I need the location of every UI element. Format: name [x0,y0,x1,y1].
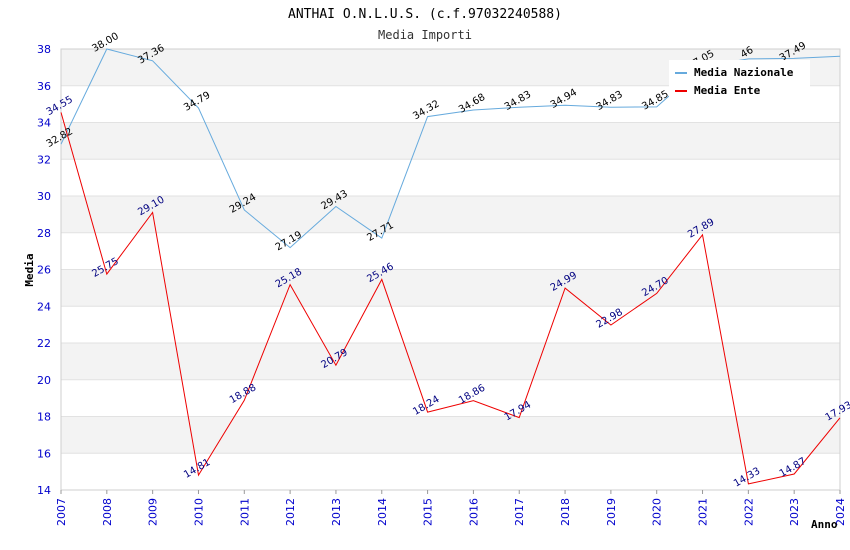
plot-area-border [60,48,841,491]
y-axis-label: Media [23,253,36,286]
x-tick-label: 2013 [330,498,343,526]
x-tick-label: 2009 [147,498,160,526]
y-tick-label: 18 [37,411,51,424]
x-tick-label: 2014 [376,498,389,526]
y-tick-label: 20 [37,374,51,387]
x-tick-label: 2023 [788,498,801,526]
x-axis-ticks: 2007 2008 2009 2010 2011 2012 2013 2014 2015 2016… [55,490,847,526]
y-tick-label: 14 [37,484,51,497]
y-tick-label: 30 [37,190,51,203]
x-tick-label: 2022 [742,498,755,526]
grid-band [61,306,840,343]
grid-band [61,343,840,380]
legend-label-nazionale: Media Nazionale [694,66,794,79]
y-tick-label: 32 [37,153,51,166]
legend: Media Nazionale Media Ente [669,60,810,100]
legend-box [669,60,810,100]
grid-band [61,416,840,454]
x-tick-label: 2019 [605,498,618,526]
grid-band [61,453,840,490]
x-axis-label: Anno [811,518,838,531]
y-tick-label: 24 [37,300,51,313]
grid-band [61,122,840,160]
grid-band [61,159,840,196]
grid-band [61,269,840,307]
y-tick-label: 36 [37,80,51,93]
x-tick-label: 2017 [513,498,526,526]
x-tick-label: 2024 [834,498,847,526]
y-axis-ticks: 14 16 18 20 22 24 26 28 30 32 34 36 38 [37,43,51,497]
y-tick-label: 16 [37,447,51,460]
y-tick-label: 26 [37,264,51,277]
grid-bands [60,48,841,491]
y-tick-label: 22 [37,337,51,350]
x-tick-label: 2011 [238,498,251,526]
x-tick-label: 2021 [697,498,710,526]
x-tick-label: 2007 [55,498,68,526]
y-tick-label: 38 [37,43,51,56]
chart-title: ANTHAI O.N.L.U.S. (c.f.97032240588) [288,7,562,22]
x-tick-label: 2016 [467,498,480,526]
grid-band [61,379,840,417]
y-tick-label: 28 [37,227,51,240]
legend-label-ente: Media Ente [694,84,761,97]
x-tick-label: 2018 [559,498,572,526]
x-tick-label: 2020 [651,498,664,526]
x-tick-label: 2008 [101,498,114,526]
grid-band [61,196,840,233]
grid-band [61,232,840,270]
x-tick-label: 2012 [284,498,297,526]
series-line-ente [60,112,841,485]
x-tick-label: 2010 [192,498,205,526]
y-tick-label: 34 [37,117,51,130]
chart-subtitle: Media Importi [378,28,472,42]
x-tick-label: 2015 [422,498,435,526]
